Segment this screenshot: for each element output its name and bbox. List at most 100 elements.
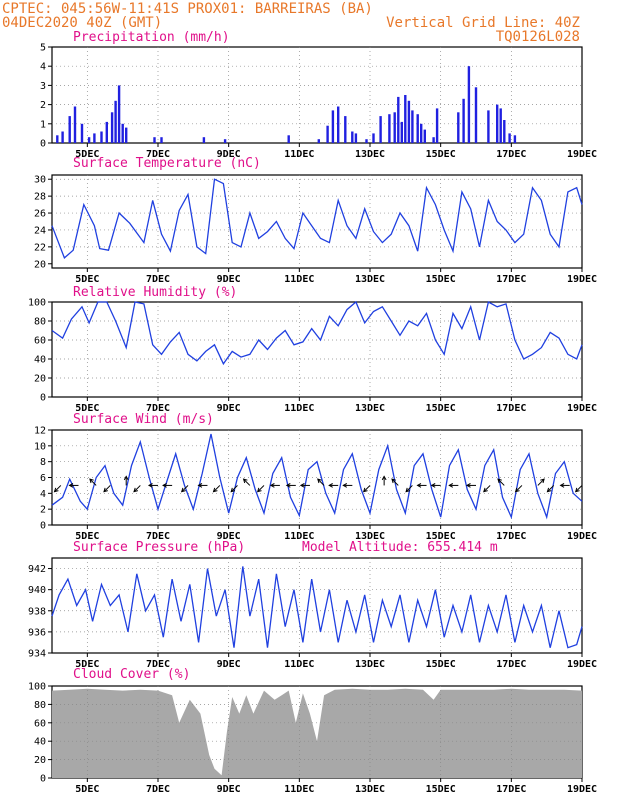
wind-arrow-head xyxy=(162,483,167,488)
y-tick-label: 1 xyxy=(40,119,46,130)
y-tick-label: 80 xyxy=(34,700,46,711)
precip-bar xyxy=(372,133,375,143)
y-tick-label: 26 xyxy=(34,209,46,220)
wind-arrow-shaft xyxy=(405,485,413,493)
y-tick-label: 2 xyxy=(40,505,46,516)
wind-arrow-head xyxy=(483,487,488,493)
y-tick-label: 40 xyxy=(34,355,46,366)
y-tick-label: 80 xyxy=(34,317,46,328)
x-tick-label: 9DEC xyxy=(217,403,241,414)
y-tick-label: 940 xyxy=(28,585,46,596)
y-tick-label: 8 xyxy=(40,457,46,468)
y-tick-label: 0 xyxy=(40,139,46,150)
precip-bar xyxy=(462,98,465,143)
plot-area xyxy=(51,174,583,269)
precip-bar xyxy=(513,135,517,143)
wind-arrow-head xyxy=(317,478,322,484)
wind-arrow-shaft xyxy=(54,485,62,493)
wind-arrow-head xyxy=(540,478,545,484)
x-tick-label: 7DEC xyxy=(146,784,170,795)
precip-bar xyxy=(423,129,426,143)
wind-arrow-head xyxy=(416,483,422,488)
wind-arrow-head xyxy=(68,483,74,488)
y-tick-label: 100 xyxy=(28,298,46,309)
x-tick-label: 13DEC xyxy=(355,274,385,285)
wind-arrow-head xyxy=(559,483,565,488)
y-tick-label: 20 xyxy=(34,259,46,270)
y-tick-label: 12 xyxy=(34,426,46,437)
precip-bar xyxy=(121,123,124,143)
precip-bar xyxy=(416,114,419,143)
wind-arrow-head xyxy=(197,483,203,488)
x-tick-label: 15DEC xyxy=(426,403,456,414)
precip-bar xyxy=(326,125,329,143)
x-tick-label: 5DEC xyxy=(75,784,99,795)
wind-arrow-shaft xyxy=(515,485,523,493)
y-tick-label: 936 xyxy=(28,627,46,638)
y-tick-label: 24 xyxy=(34,225,46,236)
y-tick-label: 0 xyxy=(40,774,46,785)
wind-arrow-shaft xyxy=(575,485,583,493)
wind-arrow-head xyxy=(405,487,411,493)
precip-bar xyxy=(435,108,439,143)
wind-arrow-head xyxy=(342,483,348,488)
wind-arrow-shaft xyxy=(547,485,555,493)
x-tick-label: 15DEC xyxy=(426,531,456,542)
y-tick-label: 0 xyxy=(40,521,46,532)
panel-6: Cloud Cover (%) 0 20 40 60 80 100 5DEC 7DEC 9DEC 1… xyxy=(28,667,597,795)
wind-arrow-shaft xyxy=(537,478,545,486)
y-tick-label: 934 xyxy=(28,649,46,660)
precip-bar xyxy=(344,116,347,143)
panel-5: Surface Pressure (hPa) Model Altitude: 65… xyxy=(28,540,597,670)
precip-bar xyxy=(487,110,490,143)
panel-title: Surface Pressure (hPa) xyxy=(73,540,245,555)
panel-title: Precipitation (mm/h) xyxy=(73,30,230,45)
x-tick-label: 19DEC xyxy=(567,274,597,285)
header-model-id: TQ0126L028 xyxy=(496,29,580,45)
y-tick-label: 22 xyxy=(34,242,46,253)
precip-bar xyxy=(354,133,358,143)
x-tick-label: 15DEC xyxy=(426,784,456,795)
precip-bar xyxy=(499,108,502,143)
precip-bar xyxy=(80,123,84,143)
series-line xyxy=(51,433,583,520)
wind-arrow-head xyxy=(123,475,129,481)
y-tick-label: 6 xyxy=(40,473,46,484)
wind-arrow-shaft xyxy=(257,485,265,493)
wind-arrow-head xyxy=(285,483,291,488)
wind-arrow-shaft xyxy=(243,478,251,486)
wind-arrow-head xyxy=(546,487,552,493)
y-tick-label: 938 xyxy=(28,606,46,617)
wind-arrow-shaft xyxy=(483,485,491,493)
x-tick-label: 17DEC xyxy=(496,531,526,542)
precip-bar xyxy=(496,104,499,143)
series-line xyxy=(51,566,583,649)
wind-arrow-head xyxy=(391,478,396,484)
y-tick-label: 5 xyxy=(40,43,46,54)
precip-bar xyxy=(508,133,511,143)
precip-bar xyxy=(61,131,64,143)
wind-arrow-head xyxy=(574,487,580,493)
x-tick-label: 9DEC xyxy=(217,659,241,670)
precip-bar xyxy=(411,110,414,143)
wind-arrow-head xyxy=(362,487,368,493)
plot-area xyxy=(51,301,583,398)
wind-arrow-shaft xyxy=(181,485,189,493)
precip-bar xyxy=(400,121,403,143)
x-tick-label: 5DEC xyxy=(75,403,99,414)
wind-arrow-head xyxy=(299,483,305,488)
x-tick-label: 5DEC xyxy=(75,659,99,670)
precip-bar xyxy=(397,96,400,143)
wind-arrow-head xyxy=(180,487,186,493)
precip-bar xyxy=(404,95,407,143)
x-tick-label: 15DEC xyxy=(426,659,456,670)
x-tick-label: 15DEC xyxy=(426,149,456,160)
y-tick-label: 100 xyxy=(28,682,46,693)
plot-area xyxy=(51,557,583,654)
x-tick-label: 11DEC xyxy=(284,531,314,542)
panel-2: Surface Temperature (nC) 20 22 24 26 28 30 5DEC… xyxy=(34,156,597,285)
y-tick-label: 3 xyxy=(40,81,46,92)
y-tick-label: 0 xyxy=(40,393,46,404)
y-tick-label: 2 xyxy=(40,100,46,111)
